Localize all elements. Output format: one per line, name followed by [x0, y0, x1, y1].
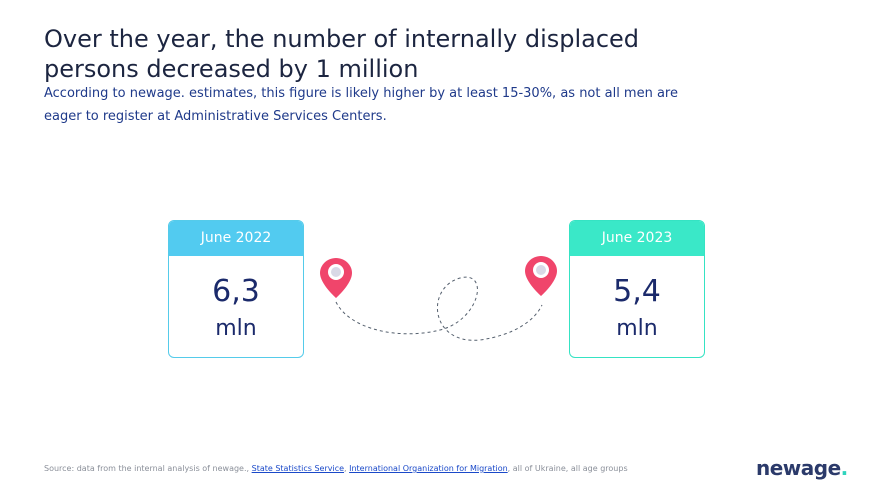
page-subtitle: According to newage. estimates, this fig…	[44, 86, 678, 124]
card-value: 5,4	[613, 274, 661, 309]
route-illustration	[320, 256, 557, 341]
source-prefix: Source: data from the internal analysis …	[44, 464, 252, 473]
card-unit: mln	[616, 316, 658, 341]
logo-text: newage	[756, 456, 841, 480]
source-separator: ,	[344, 464, 350, 473]
dashed-route-path	[335, 276, 543, 341]
source-note: Source: data from the internal analysis …	[44, 464, 628, 473]
page-title: Over the year, the number of internally …	[44, 25, 640, 83]
source-link-iom[interactable]: International Organization for Migration	[349, 464, 508, 473]
card-june-2023: June 2023 5,4 mln	[569, 220, 705, 358]
card-period: June 2023	[570, 221, 704, 256]
logo-dot: .	[840, 456, 849, 480]
source-suffix: , all of Ukraine, all age groups	[507, 464, 628, 473]
location-pin-icon	[320, 258, 352, 298]
brand-logo: newage.	[756, 456, 848, 480]
location-pin-icon	[525, 256, 557, 296]
source-link-state-statistics[interactable]: State Statistics Service	[251, 464, 345, 473]
card-period: June 2022	[169, 221, 303, 256]
card-value: 6,3	[212, 274, 260, 309]
card-unit: mln	[215, 316, 257, 341]
card-june-2022: June 2022 6,3 mln	[168, 220, 304, 358]
